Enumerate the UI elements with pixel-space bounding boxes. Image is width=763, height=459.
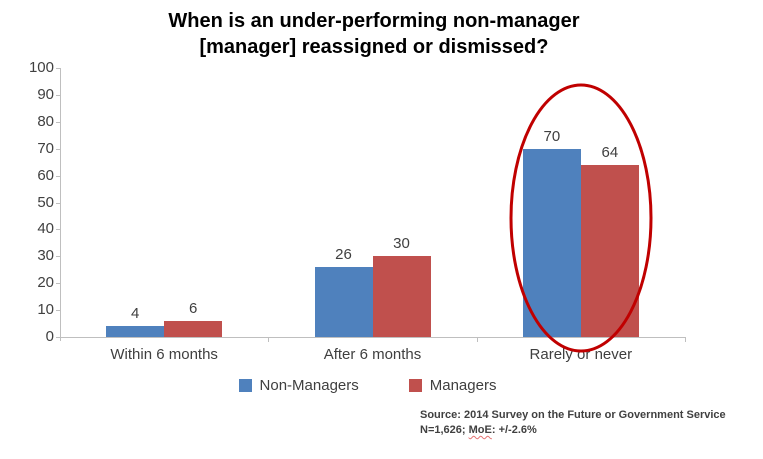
legend-label: Non-Managers [259,377,359,394]
bar-managers-2 [372,256,431,337]
y-axis-tick [56,256,60,258]
x-axis-tick [268,337,270,342]
x-axis-category-label: Within 6 months [110,346,218,363]
y-axis-tick-label: 40 [37,220,54,238]
y-axis-tick-label: 10 [37,301,54,319]
bar-value-label: 70 [543,127,561,145]
y-axis-tick-label: 100 [28,59,54,76]
bar-value-label: 6 [188,299,198,317]
y-axis-tick [56,229,60,231]
bar-value-label: 30 [393,235,410,253]
y-axis-tick [56,310,60,312]
y-axis-tick-label: 80 [37,112,54,130]
x-axis-tick [685,337,686,342]
y-axis-tick-label: 60 [37,166,54,184]
y-axis-tick [56,175,60,177]
bar-value-label: 4 [130,305,140,323]
source-note: Source: 2014 Survey on the Future or Gov… [420,408,750,438]
bar-non-managers-3 [522,148,581,337]
legend-item-managers: Managers [408,377,497,394]
bar-value-label: 26 [335,246,352,264]
bar-managers-1 [164,320,223,337]
legend-label: Managers [429,377,497,394]
source-line-1: Source: 2014 Survey on the Future or Gov… [420,409,726,421]
moe-abbreviation: MoE [468,424,492,436]
source-line-2: N=1,626; MoE: +/-2.6% [420,423,750,438]
x-axis-category-label: Rarely or never [529,346,633,363]
sample-size-text: N=1,626; [420,424,469,436]
bar-non-managers-1 [106,326,165,337]
y-axis-tick [56,94,60,96]
y-axis-tick [56,121,60,123]
x-axis-category-label: After 6 months [323,346,422,363]
legend-swatch-icon [238,379,252,392]
y-axis-tick-label: 70 [37,139,54,157]
moe-value-text: : +/-2.6% [491,424,537,436]
bar-managers-3 [580,164,639,337]
bar-non-managers-2 [314,267,373,337]
legend-swatch-icon [408,379,422,392]
legend-item-non-managers: Non-Managers [238,377,359,394]
chart-title: When is an under-performing non-manager … [168,10,580,58]
y-axis-tick-label: 0 [45,328,54,345]
x-axis-line [60,337,685,338]
y-axis-tick-label: 20 [37,274,54,292]
x-axis-tick [476,337,478,342]
y-axis-tick [56,283,60,285]
y-axis-tick [56,68,60,69]
y-axis-tick [56,148,60,150]
y-axis-tick [56,202,60,204]
y-axis-tick [56,337,60,338]
y-axis-tick-label: 50 [37,193,54,211]
legend: Non-Managers Managers [0,377,735,394]
y-axis-tick-label: 30 [37,247,54,265]
y-axis-line [60,68,61,341]
bar-value-label: 64 [601,143,619,161]
y-axis-tick-label: 90 [37,85,54,103]
